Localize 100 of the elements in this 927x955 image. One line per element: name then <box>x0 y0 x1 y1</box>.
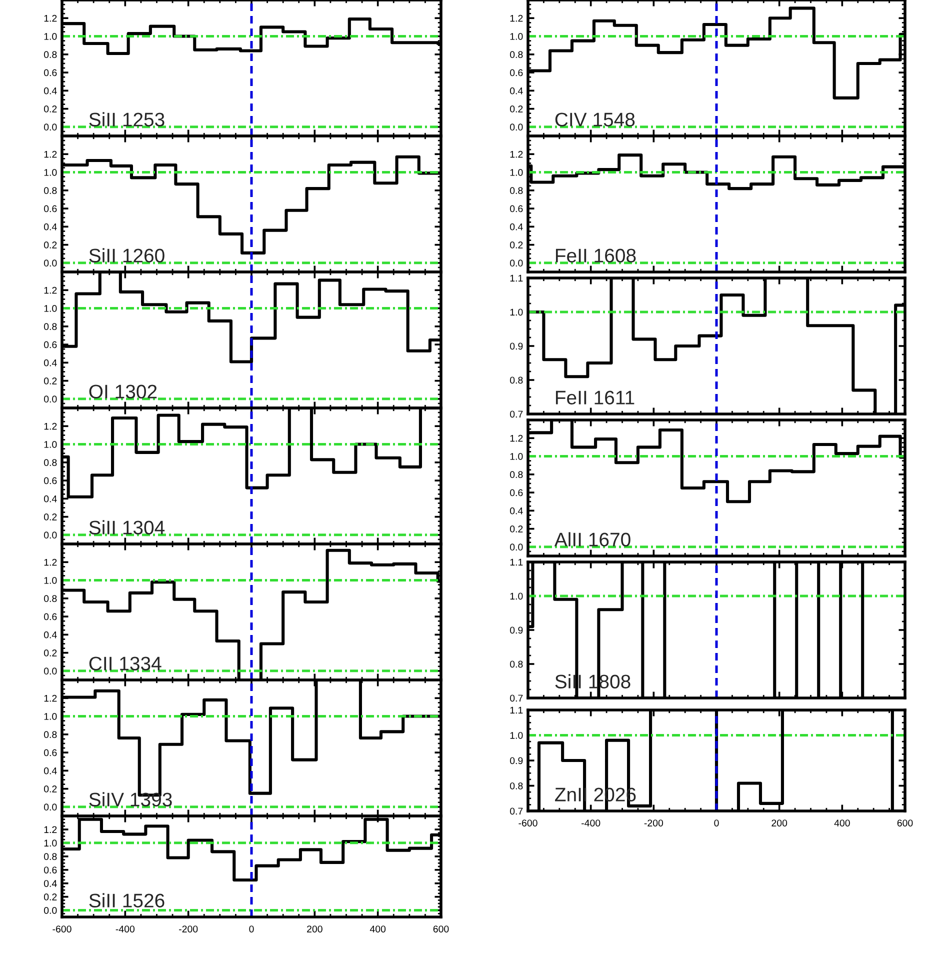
y-tick-label: 0.4 <box>44 767 57 774</box>
x-tick-label: 600 <box>897 820 913 826</box>
x-tick-label: -400 <box>582 820 600 826</box>
y-tick-label: 1.0 <box>44 33 57 40</box>
y-tick-label: 0.8 <box>44 51 57 58</box>
x-tick-label: -200 <box>179 926 198 932</box>
x-tick-label: -600 <box>518 820 538 826</box>
y-tick-label: 0.7 <box>510 808 523 815</box>
y-tick-label: 0.2 <box>44 242 57 248</box>
y-tick-label: 0.9 <box>510 626 523 634</box>
y-tick-label: 0.4 <box>44 87 57 94</box>
y-tick-label: 0.6 <box>44 69 57 76</box>
y-tick-label: 0.6 <box>44 866 57 874</box>
y-tick-label: 0.6 <box>44 205 57 212</box>
y-tick-label: 0.4 <box>44 631 57 638</box>
y-tick-label: 0.0 <box>510 124 523 131</box>
y-tick-label: 1.1 <box>510 274 523 282</box>
y-tick-label: 0.2 <box>44 106 57 112</box>
y-tick-label: 1.2 <box>44 14 57 22</box>
y-tick-label: 1.0 <box>44 305 57 312</box>
y-tick-label: 0.8 <box>510 376 523 384</box>
y-tick-label: 1.2 <box>44 694 57 702</box>
y-tick-label: 1.0 <box>44 169 57 176</box>
y-tick-label: 0.2 <box>510 526 523 532</box>
x-tick-label: 200 <box>772 820 788 826</box>
x-tick-label: 0 <box>249 926 254 932</box>
y-tick-label: 1.2 <box>510 434 523 442</box>
y-tick-label: 0.6 <box>44 477 57 484</box>
y-tick-label: 0.4 <box>44 880 57 887</box>
y-tick-label: 1.0 <box>510 169 523 176</box>
y-tick-label: 0.8 <box>510 187 523 194</box>
y-tick-label: 1.0 <box>510 308 523 316</box>
y-tick-label: 0.4 <box>44 495 57 502</box>
y-tick-label: 1.2 <box>510 14 523 22</box>
y-tick-label: 0.2 <box>44 514 57 520</box>
annotation: SiIV 1393 <box>89 792 172 806</box>
y-tick-label: 0.2 <box>510 242 523 248</box>
y-tick-label: 1.0 <box>510 592 523 600</box>
y-tick-label: 1.0 <box>44 577 57 584</box>
y-tick-label: 1.0 <box>44 713 57 720</box>
y-tick-label: 0.9 <box>510 342 523 350</box>
y-tick-label: 0.4 <box>510 87 523 94</box>
y-tick-label: 0.6 <box>44 613 57 620</box>
y-tick-label: 0.0 <box>510 544 523 551</box>
annotation: OI 1302 <box>89 384 157 398</box>
x-tick-label: 200 <box>307 926 322 932</box>
y-tick-label: 0.6 <box>44 749 57 756</box>
y-tick-label: 0.8 <box>44 323 57 330</box>
annotation: CIV 1548 <box>555 112 635 126</box>
y-tick-label: 1.0 <box>510 453 523 460</box>
y-tick-label: 1.2 <box>44 286 57 294</box>
annotation: FeII 1608 <box>556 248 636 262</box>
y-tick-label: 0.4 <box>510 223 523 230</box>
y-tick-label: 1.1 <box>510 558 523 566</box>
y-tick-label: 0.0 <box>44 668 57 675</box>
y-tick-label: 0.8 <box>510 660 523 668</box>
annotation: FeII 1611 <box>556 390 634 404</box>
y-tick-label: 0.6 <box>510 205 523 212</box>
y-tick-label: 1.2 <box>44 150 57 158</box>
y-tick-label: 0.6 <box>510 489 523 496</box>
y-tick-label: 0.8 <box>510 782 523 790</box>
y-tick-label: 0.7 <box>510 410 523 418</box>
x-tick-label: -400 <box>116 926 135 932</box>
y-tick-label: 0.2 <box>44 786 57 792</box>
y-tick-label: 0.4 <box>510 507 523 514</box>
y-tick-label: 0.8 <box>510 51 523 58</box>
annotation: SiII 1304 <box>89 520 165 534</box>
annotation: SiII 1260 <box>89 248 164 262</box>
x-tick-label: -200 <box>644 820 664 826</box>
x-tick-label: -600 <box>52 926 72 932</box>
y-tick-label: 0.2 <box>44 378 57 384</box>
y-tick-label: 0.0 <box>44 260 57 267</box>
y-tick-label: 0.6 <box>510 69 523 76</box>
y-tick-label: 0.4 <box>44 359 57 366</box>
y-tick-label: 1.1 <box>510 706 523 714</box>
y-tick-label: 0.0 <box>44 907 57 914</box>
annotation: AlII 1670 <box>554 532 630 546</box>
y-tick-label: 0.8 <box>44 731 57 738</box>
y-tick-label: 0.0 <box>510 260 523 267</box>
y-tick-label: 0.8 <box>44 853 57 860</box>
y-tick-label: 1.2 <box>44 422 57 430</box>
x-tick-label: 400 <box>370 926 386 932</box>
y-tick-label: 0.0 <box>44 396 57 403</box>
x-tick-label: 400 <box>834 820 850 826</box>
y-tick-label: 0.8 <box>44 459 57 466</box>
y-tick-label: 0.8 <box>510 471 523 478</box>
y-tick-label: 1.2 <box>44 558 57 566</box>
y-tick-label: 0.2 <box>44 650 57 656</box>
y-tick-label: 0.8 <box>44 595 57 602</box>
y-tick-label: 1.0 <box>44 840 57 847</box>
annotation: CII 1334 <box>89 656 162 670</box>
y-tick-label: 0.9 <box>510 757 523 764</box>
y-tick-label: 1.0 <box>44 441 57 448</box>
y-tick-label: 0.8 <box>44 187 57 194</box>
y-tick-label: 0.2 <box>44 894 57 900</box>
y-tick-label: 1.0 <box>510 33 523 40</box>
x-tick-label: 600 <box>433 926 449 932</box>
y-tick-label: 1.0 <box>510 732 523 739</box>
y-tick-label: 0.7 <box>510 694 523 702</box>
y-tick-label: 0.2 <box>510 106 523 112</box>
